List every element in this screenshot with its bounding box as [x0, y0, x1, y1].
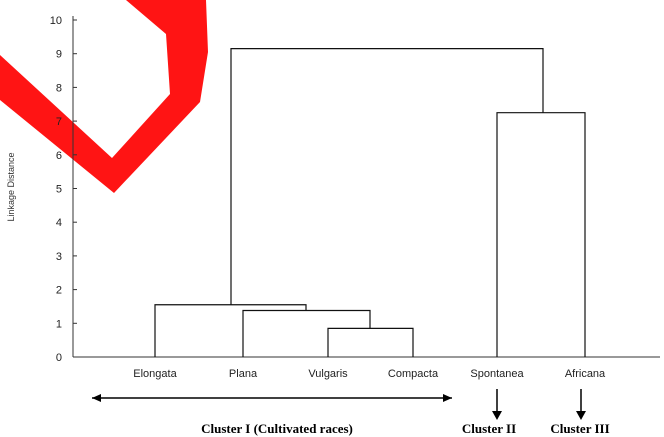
- y-tick-label: 9: [56, 49, 62, 61]
- y-tick-label: 5: [56, 184, 62, 196]
- merge-link-4: [496, 112, 586, 357]
- merge-link-2: [242, 309, 371, 357]
- y-tick-label: 4: [56, 217, 62, 229]
- y-tick-label: 7: [56, 116, 62, 128]
- leaf-label: Elongata: [133, 368, 177, 380]
- y-tick-label: 8: [56, 82, 62, 94]
- dendrogram-links: [154, 48, 586, 357]
- y-tick-label: 1: [56, 318, 62, 330]
- merge-link-1: [327, 327, 414, 357]
- merge-link-5: [230, 48, 544, 305]
- cluster-2-arrow: [492, 389, 502, 420]
- cluster-1-label: Cluster I (Cultivated races): [201, 421, 353, 436]
- cluster-1-arrow: [92, 394, 452, 402]
- leaf-label: Vulgaris: [308, 368, 348, 380]
- leaf-label: Compacta: [388, 368, 439, 380]
- cluster-3-label: Cluster III: [550, 421, 609, 436]
- leaf-label: Spontanea: [470, 368, 524, 380]
- leaf-label: Africana: [565, 368, 606, 380]
- y-tick-label: 6: [56, 150, 62, 162]
- merge-link-3: [154, 304, 307, 357]
- y-tick-label: 2: [56, 285, 62, 297]
- watermark-mark: [0, 0, 208, 193]
- leaf-labels: Elongata Plana Vulgaris Compacta Spontanea Af…: [133, 368, 606, 380]
- y-tick-label: 10: [50, 15, 62, 27]
- cluster-3-arrow: [576, 389, 586, 420]
- cluster-2-label: Cluster II: [462, 421, 516, 436]
- y-tick-label: 0: [56, 352, 62, 364]
- y-tick-label: 3: [56, 251, 62, 263]
- y-ticks: 0 1 2 3 4 5 6 7 8 9 10: [50, 15, 77, 364]
- leaf-label: Plana: [229, 368, 258, 380]
- y-axis-title: Linkage Distance: [6, 152, 16, 221]
- chart-axes: [72, 16, 660, 358]
